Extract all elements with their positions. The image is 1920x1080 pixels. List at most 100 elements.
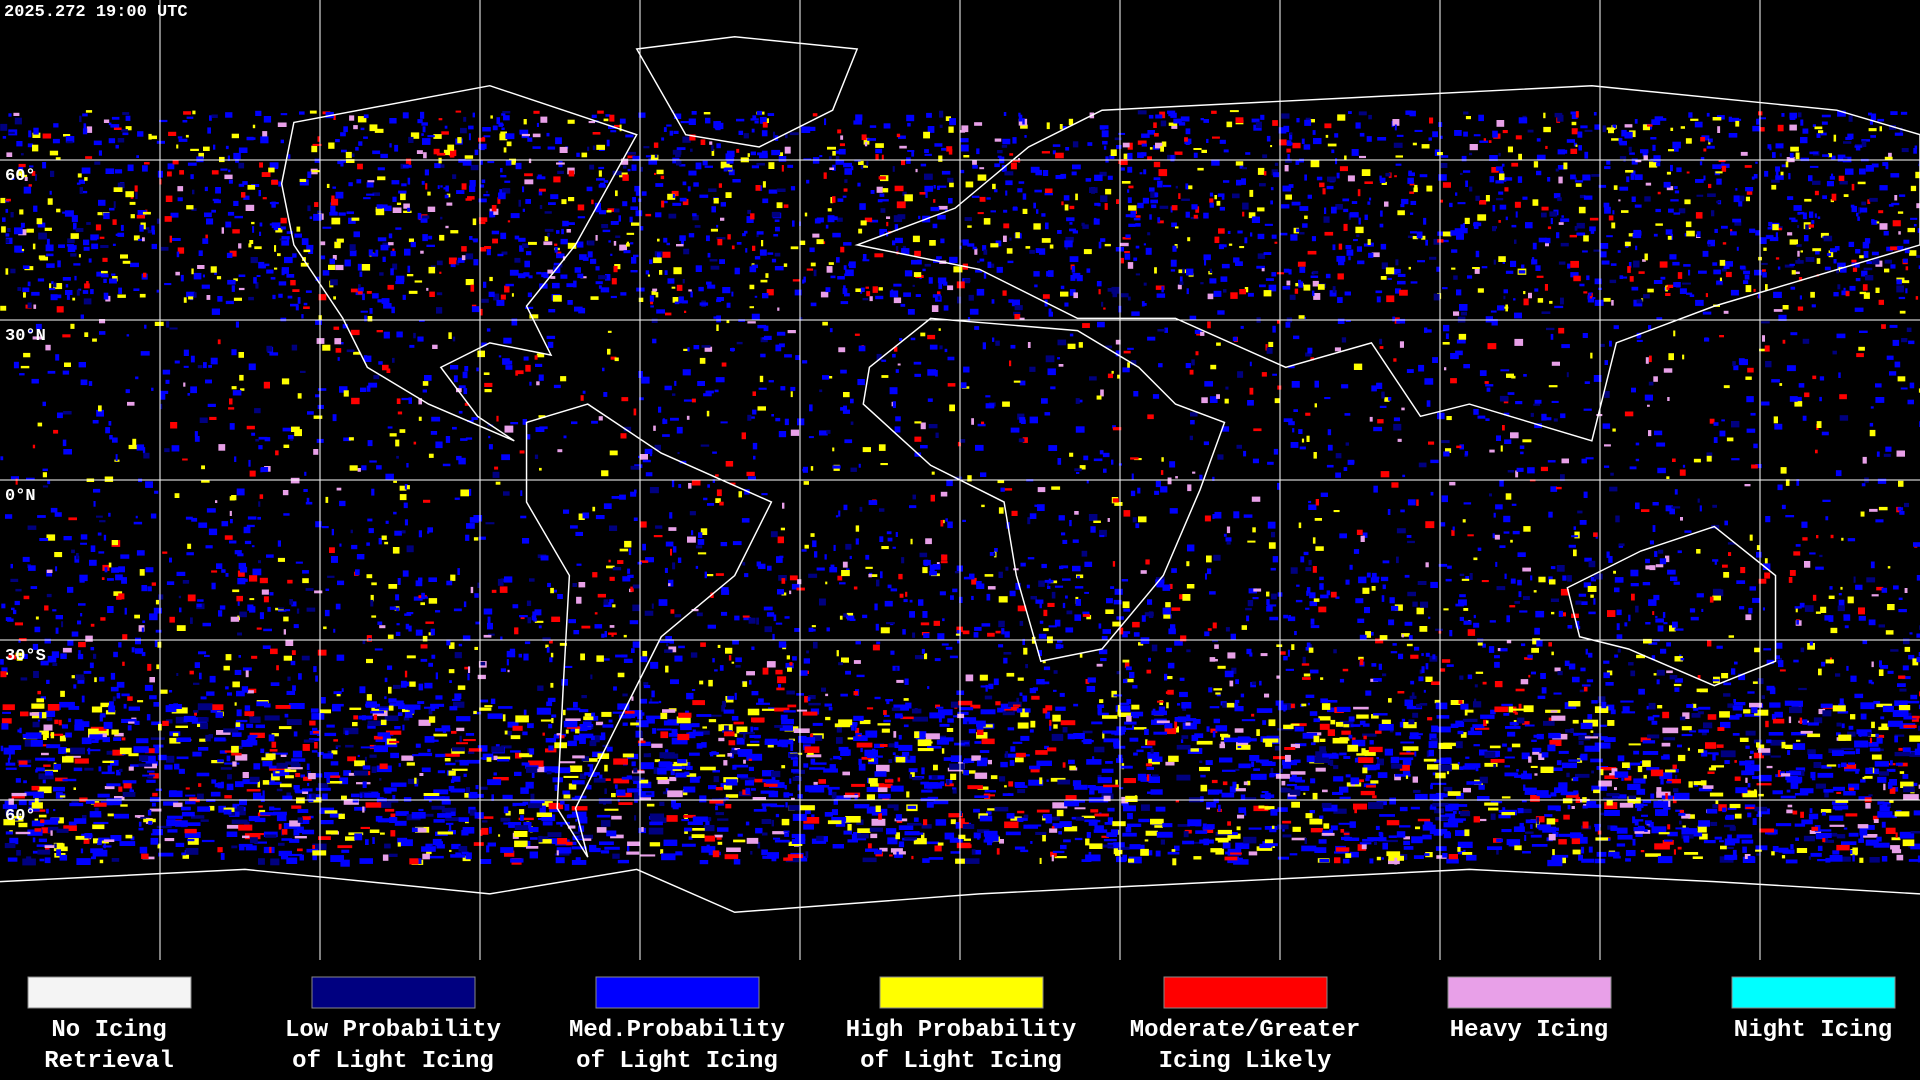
icing-cell: [799, 317, 803, 321]
icing-cell: [1187, 484, 1192, 492]
icing-cell: [1203, 119, 1209, 123]
icing-cell: [1514, 239, 1517, 244]
icing-cell: [1309, 592, 1316, 599]
icing-cell: [1315, 499, 1319, 506]
icing-cell: [522, 419, 527, 425]
icing-cell: [928, 424, 938, 429]
icing-cell: [1414, 646, 1420, 651]
icing-cell: [272, 294, 276, 300]
icing-cell: [1040, 681, 1050, 685]
icing-cell: [1499, 173, 1505, 181]
icing-cell: [1017, 188, 1023, 193]
icing-cell: [82, 190, 88, 194]
icing-cell: [1672, 141, 1681, 149]
icing-cell: [1628, 614, 1631, 622]
icing-cell: [589, 164, 595, 170]
icing-cell: [1672, 261, 1680, 266]
icing-cell: [1503, 412, 1510, 416]
icing-cell: [592, 572, 598, 578]
icing-cell: [456, 455, 462, 461]
icing-cell: [896, 679, 904, 683]
icing-cell: [1492, 533, 1495, 539]
icing-cell: [1366, 136, 1372, 142]
icing-cell: [1221, 263, 1230, 269]
icing-cell: [720, 542, 728, 547]
icing-cell: [339, 342, 344, 345]
icing-cell: [1022, 695, 1028, 702]
icing-cell: [915, 168, 918, 173]
icing-cell: [205, 379, 212, 384]
icing-cell: [1800, 137, 1808, 144]
icing-cell: [164, 283, 172, 286]
icing-cell: [170, 212, 179, 218]
icing-cell: [1551, 400, 1559, 403]
icing-cell: [1849, 285, 1856, 291]
icing-cell: [1444, 367, 1447, 371]
icing-cell: [1244, 237, 1248, 244]
icing-cell: [938, 185, 947, 188]
icing-cell: [1122, 601, 1130, 609]
icing-cell: [1728, 133, 1738, 138]
icing-cell: [864, 217, 873, 223]
icing-cell: [1288, 365, 1295, 369]
icing-cell: [1416, 499, 1419, 506]
icing-cell: [380, 244, 389, 251]
icing-cell: [1645, 622, 1651, 625]
icing-cell: [33, 304, 37, 309]
icing-cell: [668, 527, 677, 531]
icing-cell: [56, 294, 62, 299]
icing-cell: [570, 525, 578, 529]
icing-cell: [767, 113, 775, 116]
icing-cell: [667, 278, 675, 284]
icing-cell: [667, 193, 676, 200]
icing-cell: [246, 425, 255, 430]
icing-cell: [850, 467, 857, 472]
icing-cell: [281, 236, 290, 240]
icing-cell: [757, 406, 766, 411]
icing-cell: [1373, 426, 1383, 432]
icing-cell: [641, 191, 647, 196]
icing-cell: [71, 549, 75, 554]
icing-cell: [1243, 514, 1253, 518]
icing-cell: [1004, 171, 1014, 176]
icing-cell: [1467, 275, 1473, 279]
icing-cell: [1223, 289, 1227, 293]
icing-cell: [544, 236, 549, 242]
icing-cell: [677, 557, 682, 563]
icing-cell: [209, 416, 217, 420]
icing-cell: [1075, 426, 1085, 433]
icing-cell: [1252, 458, 1259, 464]
icing-cell: [682, 181, 687, 186]
icing-cell: [505, 283, 514, 287]
icing-cell: [625, 134, 634, 138]
icing-cell: [629, 216, 633, 223]
icing-cell: [466, 523, 475, 529]
icing-cell: [37, 422, 43, 427]
icing-cell: [1653, 594, 1660, 601]
icing-cell: [1796, 479, 1800, 486]
icing-cell: [1838, 372, 1841, 378]
icing-cell: [1216, 394, 1220, 399]
icing-cell: [238, 562, 246, 570]
icing-cell: [501, 454, 510, 461]
icing-cell: [1640, 149, 1649, 154]
icing-cell: [514, 235, 520, 240]
icing-cell: [640, 656, 648, 663]
icing-cell: [350, 288, 358, 293]
icing-cell: [254, 246, 262, 250]
icing-cell: [1804, 198, 1812, 202]
icing-cell: [712, 451, 717, 454]
icing-cell: [428, 453, 434, 458]
icing-cell: [15, 478, 18, 485]
icing-cell: [511, 318, 518, 326]
icing-cell: [1380, 276, 1387, 280]
icing-cell: [624, 540, 632, 548]
icing-cell: [401, 397, 411, 401]
icing-cell: [1652, 144, 1656, 151]
icing-cell: [619, 244, 627, 251]
icing-cell: [1417, 581, 1427, 585]
icing-cell: [1581, 601, 1588, 605]
icing-cell: [838, 347, 846, 353]
icing-cell: [500, 668, 506, 672]
icing-cell: [1667, 397, 1670, 401]
